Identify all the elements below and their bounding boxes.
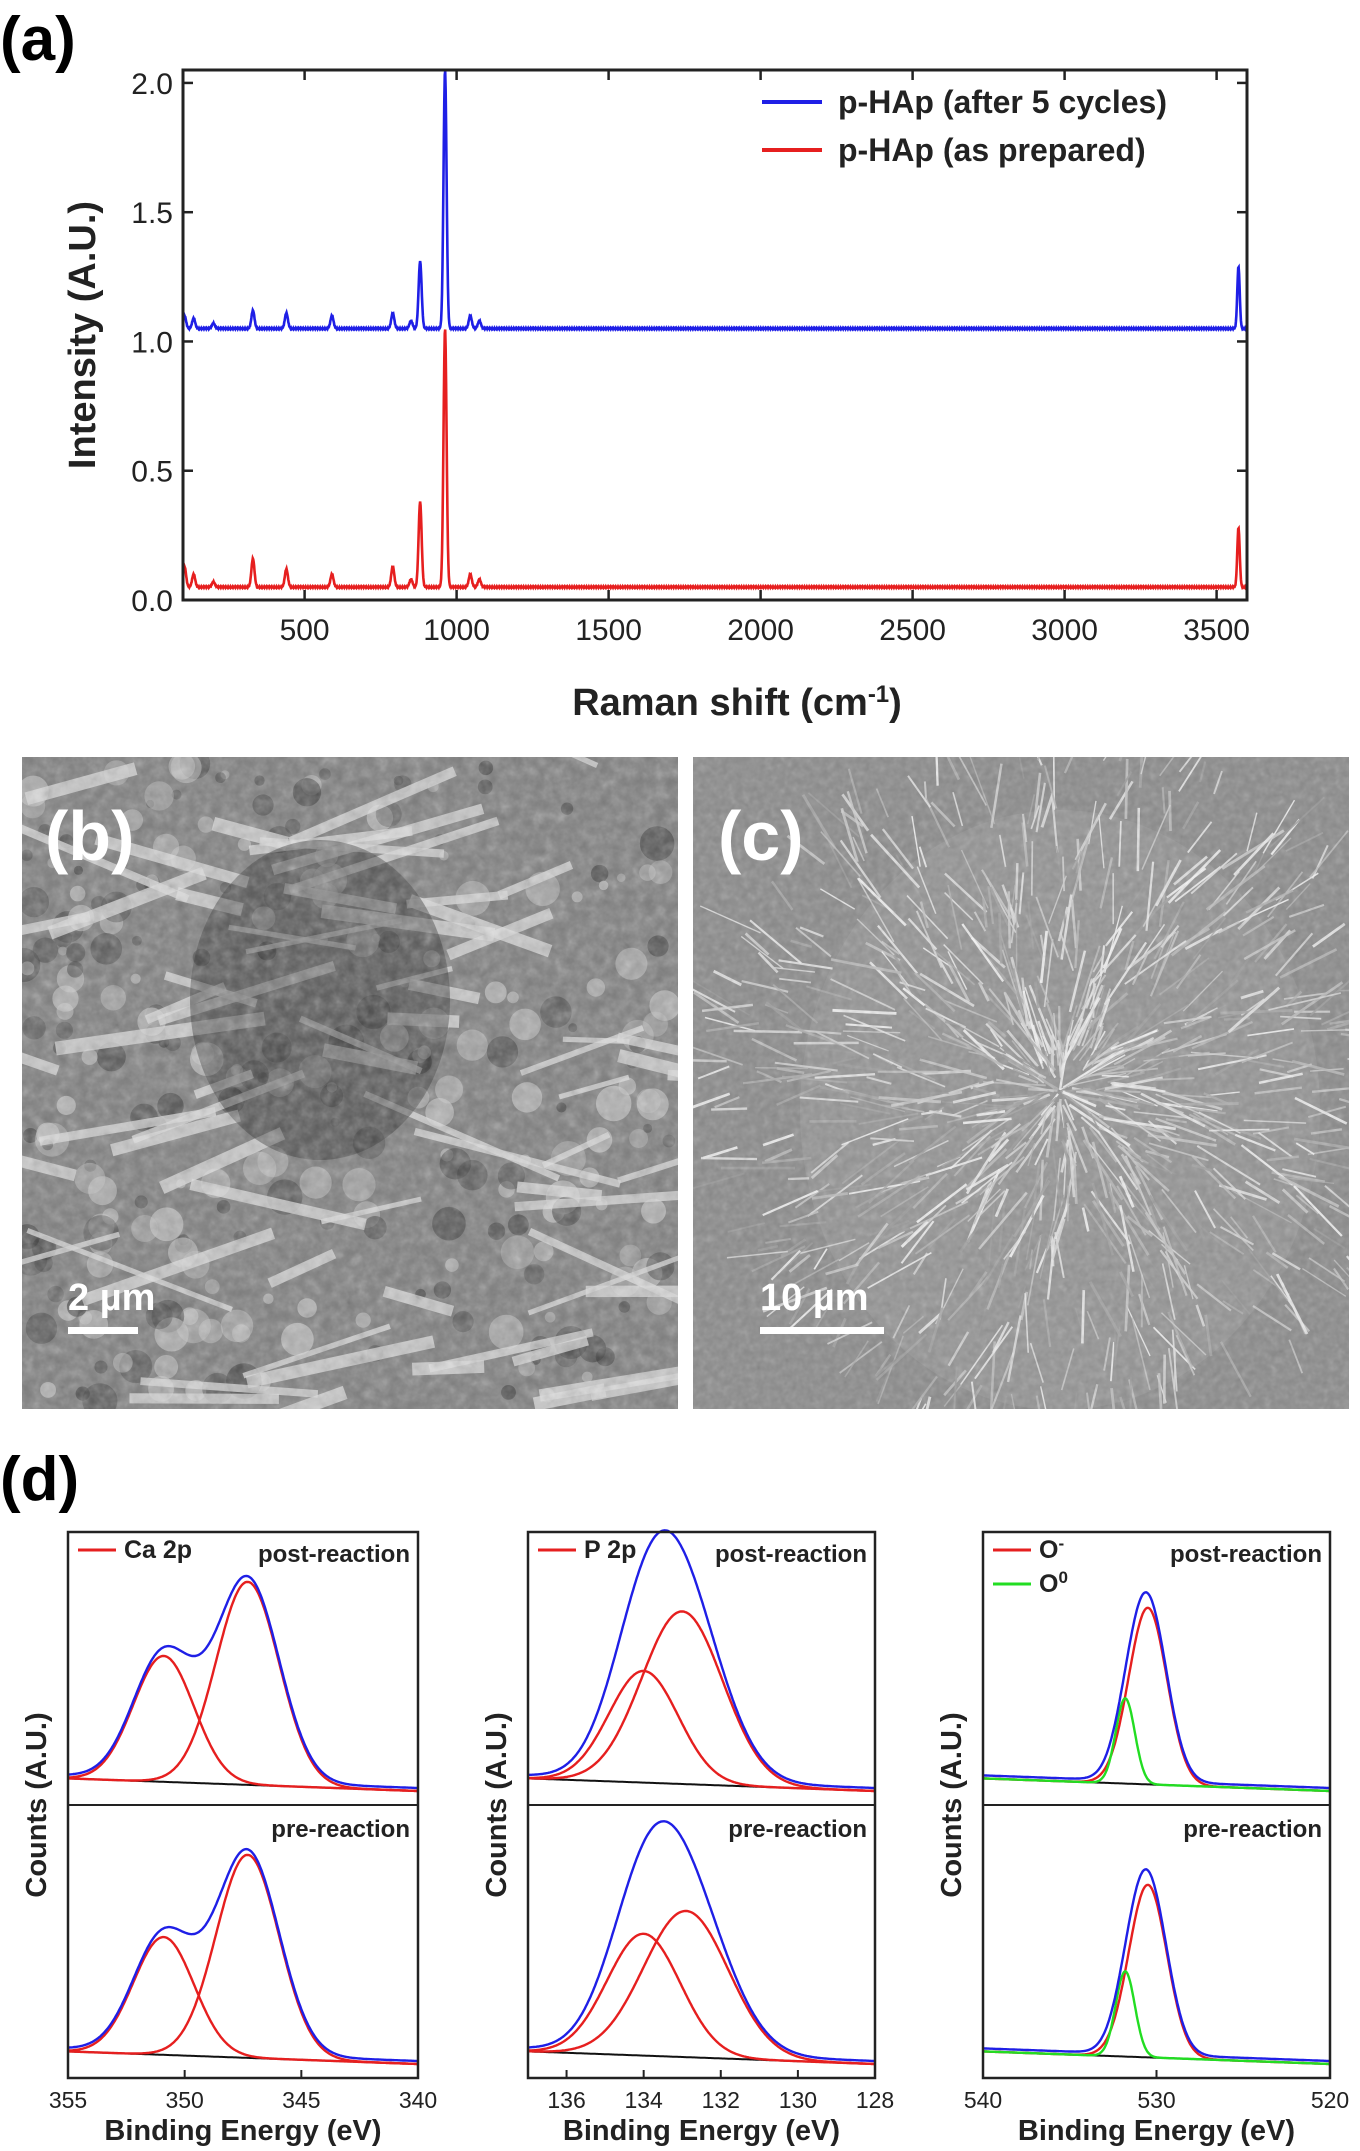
- y-tick-label: 2.0: [131, 68, 173, 101]
- sem-needle: [1036, 757, 1041, 761]
- xps-legend-label: O-: [1039, 1534, 1064, 1565]
- sem-needle: [1150, 1414, 1157, 1478]
- sem-image-c: (c) 10 µm: [693, 757, 1360, 1478]
- sem-image-b: (b) 2 µm: [22, 757, 678, 1409]
- x-axis-label: Raman shift (cm-1): [572, 681, 902, 725]
- xps-x-tick-label: 134: [624, 2087, 663, 2113]
- x-tick-label: 2500: [879, 614, 946, 647]
- x-tick-label: 1000: [423, 614, 490, 647]
- plot-frame: [181, 68, 1249, 602]
- panel-label-c: (c): [718, 797, 804, 875]
- xps-component-pre-0: [527, 1932, 875, 2066]
- raman-chart: 500 1000 1500 2000 2500 3000 3500 0.0 0.5 1.0 1.5 2…: [62, 68, 1250, 724]
- xps-component-pre-1: [68, 1853, 418, 2066]
- scale-label-b: 2 µm: [68, 1277, 155, 1319]
- legend-label-0: p-HAp (after 5 cycles): [838, 84, 1167, 120]
- xps-envelope-pre: [67, 1847, 418, 2063]
- panel-label-d: (d): [0, 1445, 79, 1514]
- xps-x-tick-label: 130: [779, 2087, 817, 2113]
- xps-legend-label: Ca 2p: [124, 1536, 192, 1564]
- xps-subplot-3: 540 530 520 Binding Energy (eV) Counts (A.U.…: [936, 1530, 1349, 2147]
- sem-needle: [1076, 1424, 1088, 1471]
- xps-x-axis-label: Binding Energy (eV): [1018, 2115, 1295, 2147]
- xps-legend-label: P 2p: [584, 1536, 636, 1564]
- sem-needle: [1142, 1420, 1149, 1469]
- xps-component-post-0: [68, 1654, 418, 1793]
- xps-x-tick-label: 345: [282, 2087, 320, 2113]
- xps-x-tick-label: 520: [1311, 2087, 1349, 2113]
- xps-envelope-post: [528, 1529, 875, 1790]
- xps-x-tick-label: 530: [1137, 2087, 1175, 2113]
- xps-component-pre-0: [67, 1935, 418, 2066]
- sem-needle: [1347, 1058, 1349, 1061]
- xps-tag-post: post-reaction: [258, 1541, 410, 1568]
- xps-x-axis-label: Binding Energy (eV): [104, 2115, 381, 2147]
- xps-x-tick-label: 128: [856, 2087, 894, 2113]
- sem-needle: [1102, 757, 1107, 762]
- xps-tag-post: post-reaction: [1170, 1541, 1322, 1568]
- x-tick-label: 2000: [727, 614, 794, 647]
- xps-component-post-1: [528, 1610, 875, 1793]
- xps-component-pre-0: [983, 1883, 1330, 2066]
- y-tick-label: 0.5: [131, 456, 173, 489]
- xps-y-axis-label: Counts (A.U.): [481, 1712, 513, 1897]
- xps-y-axis-label: Counts (A.U.): [21, 1712, 53, 1897]
- y-axis-label: Intensity (A.U.): [62, 201, 104, 469]
- xps-subplot-1: 355 350 345 340 Binding Energy (eV) Counts (A…: [21, 1530, 437, 2147]
- x-tick-label: 3000: [1031, 614, 1098, 647]
- xps-tag-pre: pre-reaction: [728, 1816, 867, 1843]
- xps-envelope-pre: [983, 1868, 1330, 2063]
- xps-charts: 355 350 345 340 Binding Energy (eV) Counts (A…: [21, 1529, 1349, 2147]
- xps-x-tick-label: 132: [702, 2087, 740, 2113]
- series-line-1: [181, 329, 1248, 591]
- xps-component-pre-1: [983, 1969, 1330, 2066]
- panel-label-a: (a): [0, 5, 76, 74]
- xps-component-post-0: [983, 1606, 1330, 1793]
- xps-tag-pre: pre-reaction: [271, 1816, 410, 1843]
- xps-subplot-2: 136 134 132 130 128 Binding Energy (eV) Counts…: [481, 1529, 894, 2147]
- panel-label-b: (b): [45, 797, 134, 875]
- xps-envelope-post: [983, 1591, 1330, 1790]
- y-tick-label: 1.5: [131, 197, 173, 230]
- xps-component-pre-1: [528, 1909, 876, 2066]
- xps-tag-pre: pre-reaction: [1183, 1816, 1322, 1843]
- xps-x-tick-label: 355: [49, 2087, 87, 2113]
- xps-envelope-post: [68, 1574, 418, 1790]
- y-tick-label: 0.0: [131, 585, 173, 618]
- xps-legend-label: O0: [1039, 1568, 1068, 1599]
- scale-bar-b: [68, 1327, 138, 1334]
- xps-x-axis-label: Binding Energy (eV): [563, 2115, 840, 2147]
- xps-x-tick-label: 350: [165, 2087, 203, 2113]
- x-tick-label: 1500: [575, 614, 642, 647]
- scale-label-c: 10 µm: [760, 1277, 869, 1319]
- legend-label-1: p-HAp (as prepared): [838, 132, 1146, 168]
- xps-y-axis-label: Counts (A.U.): [936, 1712, 968, 1897]
- xps-x-tick-label: 540: [964, 2087, 1002, 2113]
- xps-component-post-1: [68, 1580, 418, 1793]
- xps-component-post-1: [983, 1696, 1330, 1793]
- xps-envelope-pre: [528, 1820, 876, 2063]
- xps-x-tick-label: 136: [547, 2087, 585, 2113]
- sem-needle: [1351, 907, 1360, 924]
- y-tick-label: 1.0: [131, 326, 173, 359]
- xps-tag-post: post-reaction: [715, 1541, 867, 1568]
- series-line-0: [181, 70, 1248, 333]
- scale-bar-c: [760, 1327, 884, 1334]
- x-tick-label: 3500: [1183, 614, 1250, 647]
- x-tick-label: 500: [280, 614, 330, 647]
- xps-x-tick-label: 340: [399, 2087, 437, 2113]
